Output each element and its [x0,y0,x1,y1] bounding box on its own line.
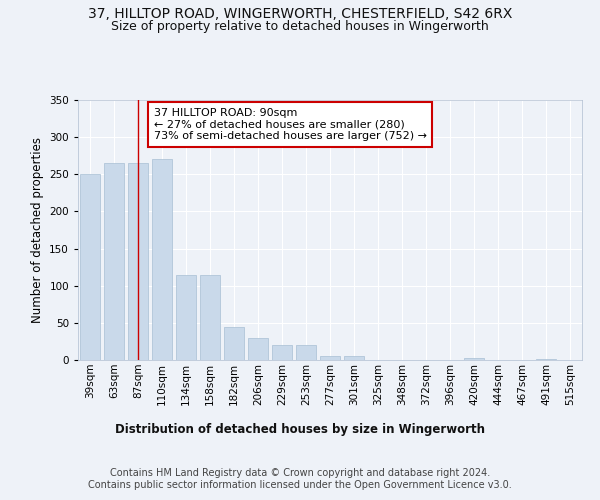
Text: 37, HILLTOP ROAD, WINGERWORTH, CHESTERFIELD, S42 6RX: 37, HILLTOP ROAD, WINGERWORTH, CHESTERFI… [88,8,512,22]
Bar [296,345,316,360]
Text: Contains HM Land Registry data © Crown copyright and database right 2024.: Contains HM Land Registry data © Crown c… [110,468,490,477]
Text: 37 HILLTOP ROAD: 90sqm
← 27% of detached houses are smaller (280)
73% of semi-de: 37 HILLTOP ROAD: 90sqm ← 27% of detached… [154,108,427,141]
Bar [344,356,364,360]
Bar [536,358,556,360]
Bar [464,358,484,360]
Bar [80,174,100,360]
Bar [200,274,220,360]
Bar [104,163,124,360]
Text: Contains public sector information licensed under the Open Government Licence v3: Contains public sector information licen… [88,480,512,490]
Bar [248,338,268,360]
Text: Size of property relative to detached houses in Wingerworth: Size of property relative to detached ho… [111,20,489,33]
Bar [272,345,292,360]
Bar [128,163,148,360]
Bar [176,274,196,360]
Bar [224,326,244,360]
Text: Distribution of detached houses by size in Wingerworth: Distribution of detached houses by size … [115,422,485,436]
Y-axis label: Number of detached properties: Number of detached properties [31,137,44,323]
Bar [152,160,172,360]
Bar [320,356,340,360]
